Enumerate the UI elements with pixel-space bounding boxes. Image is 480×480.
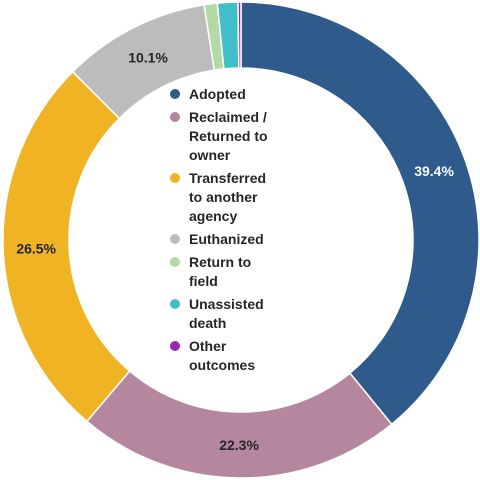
legend-swatch-icon <box>170 173 180 183</box>
legend-item-reclaimed-returned-to-owner: Reclaimed / Returned to owner <box>170 108 320 165</box>
legend-label: Euthanized <box>189 231 264 247</box>
legend-swatch-icon <box>170 234 180 244</box>
slice-reclaimed-returned-to-owner <box>85 370 393 479</box>
slice-other-outcomes <box>237 1 242 69</box>
legend-label: Transferred to another agency <box>189 170 267 224</box>
legend-swatch-icon <box>170 341 180 351</box>
legend-item-adopted: Adopted <box>170 85 320 104</box>
legend-item-other-outcomes: Other outcomes <box>170 337 320 375</box>
legend-item-unassisted-death: Unassisted death <box>170 295 320 333</box>
slice-labels: 39.4% 22.3% 26.5% 10.1% <box>16 49 454 453</box>
legend-swatch-icon <box>170 299 180 309</box>
legend-label: Unassisted death <box>189 296 264 331</box>
slice-value-label-transferred-to-another-agency: 26.5% <box>16 240 56 256</box>
legend-item-euthanized: Euthanized <box>170 230 320 249</box>
legend-swatch-icon <box>170 112 180 122</box>
legend-item-return-to-field: Return to field <box>170 253 320 291</box>
slice-adopted <box>240 1 480 426</box>
legend-item-transferred-to-another-agency: Transferred to another agency <box>170 169 320 226</box>
slice-value-label-euthanized: 10.1% <box>128 49 168 65</box>
legend-label: Adopted <box>189 86 246 102</box>
chart-legend: Adopted Reclaimed / Returned to owner Tran… <box>170 85 320 379</box>
legend-label: Return to field <box>189 254 252 289</box>
legend-label: Reclaimed / Returned to owner <box>189 109 268 163</box>
slice-transferred-to-another-agency <box>2 70 131 423</box>
slice-value-label-reclaimed-returned-to-owner: 22.3% <box>219 437 259 453</box>
legend-label: Other outcomes <box>189 338 256 373</box>
legend-swatch-icon <box>170 257 180 267</box>
legend-swatch-icon <box>170 89 180 99</box>
slice-value-label-adopted: 39.4% <box>414 163 454 179</box>
